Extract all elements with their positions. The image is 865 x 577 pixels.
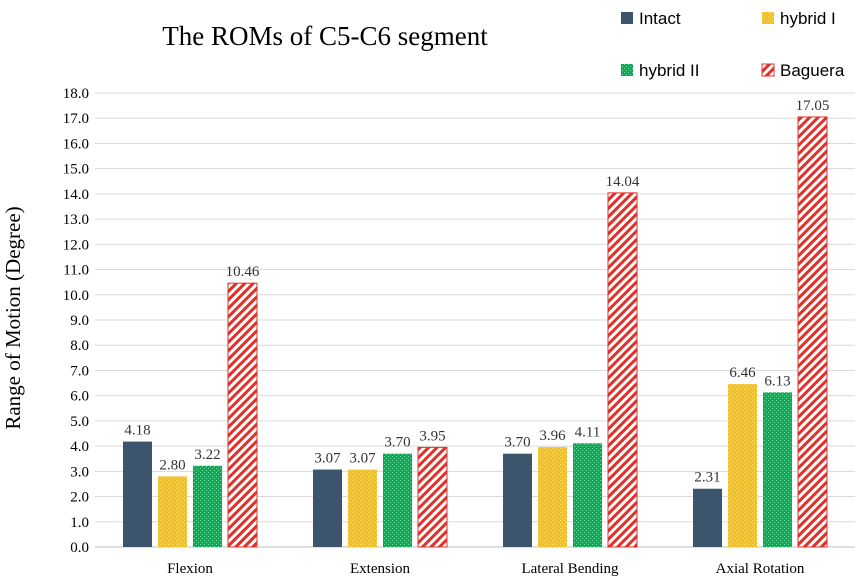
bar [573, 443, 602, 547]
data-label: 6.13 [764, 373, 790, 389]
legend-swatch [621, 12, 633, 24]
bar [538, 447, 567, 547]
y-tick-label: 16.0 [63, 136, 89, 152]
legend-swatch [761, 63, 775, 77]
y-tick-label: 13.0 [63, 212, 89, 228]
data-label: 3.95 [419, 428, 445, 444]
bar [383, 453, 412, 547]
y-tick-label: 2.0 [70, 490, 89, 506]
x-tick-label: Axial Rotation [716, 561, 805, 577]
data-label: 3.07 [314, 451, 341, 467]
y-tick-label: 1.0 [70, 515, 89, 531]
data-label: 4.18 [124, 423, 150, 439]
legend-label: Intact [639, 9, 681, 28]
x-tick-label: Extension [350, 561, 410, 577]
bar [763, 392, 792, 547]
bar [693, 488, 722, 547]
data-labels: 4.18 2.80 3.22 10.46 3.07 3.07 3.70 3.95 3.70 3.9… [124, 98, 829, 486]
data-label: 14.04 [606, 174, 640, 190]
y-tick-label: 0.0 [70, 540, 89, 556]
x-tick-labels: Flexion Extension Lateral Bending Axial Rot… [167, 561, 805, 577]
data-label: 2.80 [159, 457, 185, 473]
data-label: 4.11 [575, 424, 601, 440]
y-tick-label: 10.0 [63, 288, 89, 304]
bar [417, 446, 448, 548]
bar [607, 192, 638, 548]
bar [193, 465, 222, 547]
y-tick-label: 17.0 [63, 111, 89, 127]
legend-label: Baguera [780, 61, 845, 80]
legend-swatch [621, 64, 633, 76]
data-label: 3.96 [539, 428, 566, 444]
data-label: 2.31 [694, 470, 720, 486]
y-tick-label: 11.0 [63, 263, 89, 279]
bar [313, 469, 342, 547]
y-tick-labels: 0.0 1.0 2.0 3.0 4.0 5.0 6.0 7.0 8.0 9.0 10.0 11.0 12… [63, 86, 89, 556]
bar [227, 282, 258, 548]
data-label: 3.22 [194, 447, 220, 463]
bar [728, 384, 757, 547]
bar [158, 476, 187, 547]
y-axis-label: Range of Motion (Degree) [1, 206, 25, 429]
x-tick-label: Lateral Bending [521, 561, 619, 577]
bar [503, 453, 532, 547]
chart-title: The ROMs of C5-C6 segment [162, 21, 488, 51]
data-label: 17.05 [796, 98, 830, 114]
data-label: 3.70 [384, 435, 410, 451]
bar [797, 116, 828, 548]
x-tick-label: Flexion [167, 561, 213, 577]
y-tick-label: 6.0 [70, 389, 89, 405]
y-tick-label: 14.0 [63, 187, 89, 203]
bar [123, 441, 152, 547]
y-tick-label: 5.0 [70, 414, 89, 430]
gridlines [95, 92, 855, 548]
data-label: 3.07 [349, 451, 376, 467]
legend-label: hybrid II [639, 61, 699, 80]
legend-swatch [762, 12, 774, 24]
y-tick-label: 8.0 [70, 338, 89, 354]
bar [348, 469, 377, 547]
y-tick-label: 3.0 [70, 464, 89, 480]
y-tick-label: 4.0 [70, 439, 89, 455]
legend-label: hybrid I [780, 9, 836, 28]
y-tick-label: 15.0 [63, 162, 89, 178]
legend: Intact hybrid I hybrid II Baguera [621, 9, 845, 80]
y-tick-label: 7.0 [70, 363, 89, 379]
y-tick-label: 9.0 [70, 313, 89, 329]
data-label: 10.46 [226, 264, 260, 280]
data-label: 3.70 [504, 435, 530, 451]
y-tick-label: 12.0 [63, 237, 89, 253]
data-label: 6.46 [729, 365, 756, 381]
bars [123, 116, 828, 548]
y-tick-label: 18.0 [63, 86, 89, 102]
